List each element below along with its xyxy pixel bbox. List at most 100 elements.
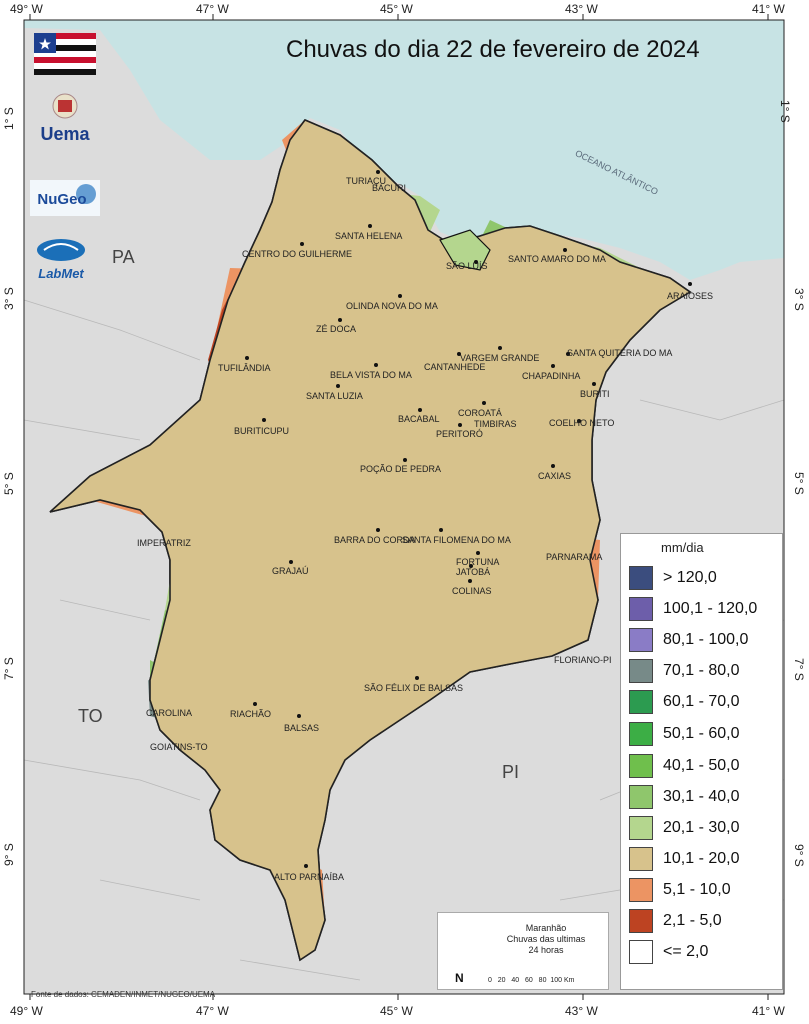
city-label-parnarama: PARNARAMA [546,552,603,562]
data-source: Fonte de dados: CEMADEN/INMET/NUGEO/UEMA [31,990,216,999]
scale-tick: 80 [538,977,547,984]
legend-swatch [629,909,653,933]
lat-label-right-5: 5° S [792,472,806,495]
lon-label-bottom-41: 41° W [752,1004,785,1018]
legend-swatch [629,628,653,652]
legend-item: > 120,0 [629,565,717,591]
city-label-vargem: VARGEM GRANDE [460,353,540,363]
sao-luis-island [439,229,491,271]
north-arrow-icon: N [455,971,464,985]
map-inset: Maranhão Chuvas das ultimas 24 horas N 0… [437,912,609,990]
lat-label-left-3: 3° S [2,287,16,310]
legend-label: 2,1 - 5,0 [663,912,722,929]
lon-label-bottom-43: 43° W [565,1004,598,1018]
city-label-centro-guilherme: CENTRO DO GUILHERME [242,249,353,259]
lon-label-bottom-47: 47° W [196,1004,229,1018]
city-label-olinda: OLINDA NOVA DO MA [346,301,438,311]
city-label-goiatins: GOIATINS-TO [150,742,208,752]
legend-item: 10,1 - 20,0 [629,846,740,872]
state-label-pa: PA [112,247,135,267]
scale-tick: 0 [488,977,492,984]
city-label-santa-filomena: SANTA FILOMENA DO MA [402,535,511,545]
legend-label: 5,1 - 10,0 [663,881,731,898]
city-label-bacabal: BACABAL [398,414,440,424]
legend-item: 5,1 - 10,0 [629,877,731,903]
lat-label-right-3: 3° S [792,288,806,311]
lat-label-left-9: 9° S [2,843,16,866]
nugeo-logo: NuGeo [30,180,100,216]
city-label-grajau: GRAJAÚ [272,566,309,576]
labmet-logo-text: LabMet [38,266,84,281]
state-label-pi: PI [502,762,520,782]
city-label-timbiras: TIMBIRAS [474,419,517,429]
city-label-santa-quiteria: SANTA QUITÉRIA DO MA [567,348,673,358]
map-border [23,19,785,995]
city-label-turiacu: TURIAÇU [346,176,386,186]
lon-label-top-47: 47° W [196,2,229,16]
legend-swatch [629,690,653,714]
city-label-jatoba: JATOBÁ [456,567,491,577]
lat-label-left-1: 1° S [2,107,16,130]
city-label-tufilandia: TUFILÂNDIA [218,363,271,373]
legend-label: 30,1 - 40,0 [663,788,740,805]
legend-item: 40,1 - 50,0 [629,753,740,779]
city-label-santa-luzia: SANTA LUZIA [306,391,363,401]
city-label-colinas: COLINAS [452,586,492,596]
city-label-coelho-neto: COELHO NETO [549,418,615,428]
legend-item: 60,1 - 70,0 [629,689,740,715]
lat-label-right-7: 7° S [792,658,806,681]
scale-tick: 20 [497,977,506,984]
legend-swatch [629,785,653,809]
city-label-riachao: RIACHÃO [230,709,272,719]
ocean [24,20,784,280]
legend-swatch [629,722,653,746]
city-label-caxias: CAXIAS [538,471,572,481]
lon-label-top-41: 41° W [752,2,785,16]
legend-label: 10,1 - 20,0 [663,850,740,867]
state-label-to: TO [78,706,103,726]
legend-swatch [629,659,653,683]
labmet-logo: LabMet [30,236,92,284]
legend-item: 70,1 - 80,0 [629,658,740,684]
lat-label-right-1: 1° S [778,100,792,123]
map-title: Chuvas do dia 22 de fevereiro de 2024 [286,36,700,63]
legend-label: 80,1 - 100,0 [663,631,749,648]
inset-line-3: 24 horas [528,945,564,955]
legend-item: <= 2,0 [629,939,708,965]
city-label-araioses: ARAIOSES [667,291,714,301]
city-label-floriano: FLORIANO-PI [554,655,612,665]
city-label-sao-luis: SÃO LUÍS [446,261,488,271]
scale-tick: 40 [511,977,520,984]
lon-label-bottom-49: 49° W [10,1004,43,1018]
city-label-buriti: BURITI [580,389,610,399]
lat-label-left-7: 7° S [2,657,16,680]
city-label-bela-vista: BELA VISTA DO MA [330,370,412,380]
maranhao-flag-icon [34,33,96,75]
city-label-cantanhede: CANTANHEDE [424,362,486,372]
legend-label: 70,1 - 80,0 [663,662,740,679]
legend-label: 40,1 - 50,0 [663,757,740,774]
city-label-imperatriz: IMPERATRIZ [137,538,191,548]
city-label-barra-corda: BARRA DO CORDA [334,535,416,545]
legend-label: 50,1 - 60,0 [663,725,740,742]
legend-label: 60,1 - 70,0 [663,693,740,710]
lat-label-left-5: 5° S [2,472,16,495]
scale-tick: 60 [525,977,533,984]
legend-panel: mm/dia > 120,0 100,1 - 120,0 80,1 - 100,… [620,533,783,990]
city-label-pocao: POÇÃO DE PEDRA [360,464,442,474]
nugeo-logo-text: NuGeo [37,191,86,208]
city-label-chapadinha: CHAPADINHA [522,371,581,381]
legend-item: 50,1 - 60,0 [629,721,740,747]
lon-label-top-43: 43° W [565,2,598,16]
legend-label: > 120,0 [663,569,717,586]
city-label-fortuna: FORTUNA [456,557,500,567]
legend-swatch [629,566,653,590]
uema-logo-text: Uema [40,124,90,144]
legend-item: 80,1 - 100,0 [629,627,748,653]
uema-logo: Uema [30,92,100,152]
legend-swatch [629,878,653,902]
legend-swatch [629,597,653,621]
inset-line-1: Maranhão [525,923,567,933]
